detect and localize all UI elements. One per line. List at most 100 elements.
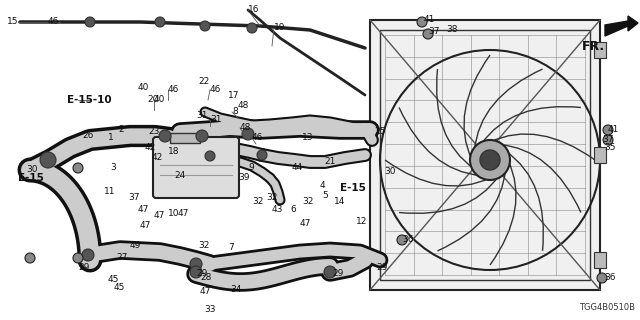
- Text: 17: 17: [228, 92, 239, 100]
- Bar: [594, 147, 606, 163]
- Text: 4: 4: [320, 181, 326, 190]
- Text: 23: 23: [148, 127, 159, 137]
- Text: 24: 24: [174, 172, 185, 180]
- Circle shape: [597, 273, 607, 283]
- Text: 46: 46: [48, 18, 60, 27]
- Text: 47: 47: [140, 221, 152, 230]
- Circle shape: [200, 21, 210, 31]
- Text: 47: 47: [300, 220, 312, 228]
- Text: 14: 14: [334, 197, 346, 206]
- Text: 30: 30: [26, 165, 38, 174]
- Text: 29: 29: [78, 263, 90, 273]
- Text: 39: 39: [238, 173, 250, 182]
- Text: 42: 42: [145, 143, 156, 153]
- Text: 2: 2: [118, 125, 124, 134]
- Text: 15: 15: [6, 18, 18, 27]
- Text: 47: 47: [200, 287, 211, 297]
- Text: 7: 7: [228, 244, 234, 252]
- Text: 44: 44: [292, 164, 303, 172]
- Text: 26: 26: [82, 132, 93, 140]
- Text: 21: 21: [324, 157, 335, 166]
- Text: 48: 48: [240, 124, 252, 132]
- Text: 20: 20: [147, 95, 158, 105]
- Text: 13: 13: [302, 133, 314, 142]
- Text: 10: 10: [168, 210, 179, 219]
- Text: 42: 42: [152, 154, 163, 163]
- Circle shape: [73, 163, 83, 173]
- Text: E-15: E-15: [340, 183, 366, 193]
- Circle shape: [397, 235, 407, 245]
- Circle shape: [159, 130, 171, 142]
- Text: 11: 11: [104, 188, 115, 196]
- Text: 37: 37: [428, 28, 440, 36]
- Circle shape: [242, 128, 254, 140]
- Circle shape: [423, 29, 433, 39]
- Text: 43: 43: [272, 205, 284, 214]
- Text: 45: 45: [114, 284, 125, 292]
- Text: 37: 37: [128, 194, 140, 203]
- Text: 32: 32: [266, 194, 277, 203]
- Circle shape: [257, 150, 267, 160]
- Text: 33: 33: [204, 306, 216, 315]
- Circle shape: [480, 150, 500, 170]
- Text: 29: 29: [332, 269, 344, 278]
- Text: 12: 12: [356, 218, 367, 227]
- Text: 47: 47: [138, 205, 149, 214]
- Text: 47: 47: [154, 212, 165, 220]
- Text: 41: 41: [608, 125, 620, 134]
- Circle shape: [603, 125, 613, 135]
- Text: 25: 25: [374, 127, 385, 137]
- Text: 37: 37: [602, 135, 614, 145]
- Text: 6: 6: [290, 205, 296, 214]
- Circle shape: [470, 140, 510, 180]
- Circle shape: [82, 249, 94, 261]
- Text: 46: 46: [252, 133, 264, 142]
- Text: 36: 36: [604, 274, 616, 283]
- Circle shape: [155, 17, 165, 27]
- Text: 32: 32: [198, 242, 209, 251]
- Text: FR.: FR.: [582, 40, 605, 53]
- Text: 31: 31: [196, 111, 207, 121]
- Circle shape: [73, 253, 83, 263]
- Circle shape: [205, 151, 215, 161]
- Text: 28: 28: [200, 274, 211, 283]
- Circle shape: [190, 258, 202, 270]
- Circle shape: [40, 152, 56, 168]
- Text: 27: 27: [116, 253, 127, 262]
- Text: TGG4B0510B: TGG4B0510B: [579, 303, 635, 312]
- Text: 1: 1: [108, 133, 114, 142]
- Text: 5: 5: [322, 191, 328, 201]
- Text: 40: 40: [138, 84, 149, 92]
- Text: 18: 18: [168, 148, 179, 156]
- Text: 22: 22: [198, 77, 209, 86]
- Circle shape: [324, 266, 336, 278]
- Circle shape: [196, 130, 208, 142]
- Text: 38: 38: [446, 26, 458, 35]
- Text: 48: 48: [238, 101, 250, 110]
- Circle shape: [85, 17, 95, 27]
- Text: 46: 46: [210, 85, 221, 94]
- Circle shape: [603, 135, 613, 145]
- Text: 49: 49: [130, 242, 141, 251]
- Text: 29: 29: [376, 263, 387, 273]
- Text: E-15-10: E-15-10: [67, 95, 111, 105]
- Text: 16: 16: [248, 5, 259, 14]
- Text: 36: 36: [402, 236, 413, 244]
- Text: 46: 46: [168, 85, 179, 94]
- Circle shape: [25, 253, 35, 263]
- Circle shape: [247, 23, 257, 33]
- Text: 30: 30: [384, 167, 396, 177]
- Bar: [594, 252, 606, 268]
- Text: 47: 47: [178, 210, 189, 219]
- Circle shape: [417, 17, 427, 27]
- Text: 40: 40: [154, 95, 165, 105]
- Text: 32: 32: [302, 197, 314, 206]
- Text: E-15: E-15: [18, 173, 44, 183]
- Text: 32: 32: [252, 197, 264, 206]
- Text: 8: 8: [232, 108, 237, 116]
- Bar: [380, 30, 590, 280]
- Text: 45: 45: [108, 276, 120, 284]
- Text: 31: 31: [210, 116, 221, 124]
- Text: 35: 35: [604, 143, 616, 153]
- Bar: [370, 20, 600, 290]
